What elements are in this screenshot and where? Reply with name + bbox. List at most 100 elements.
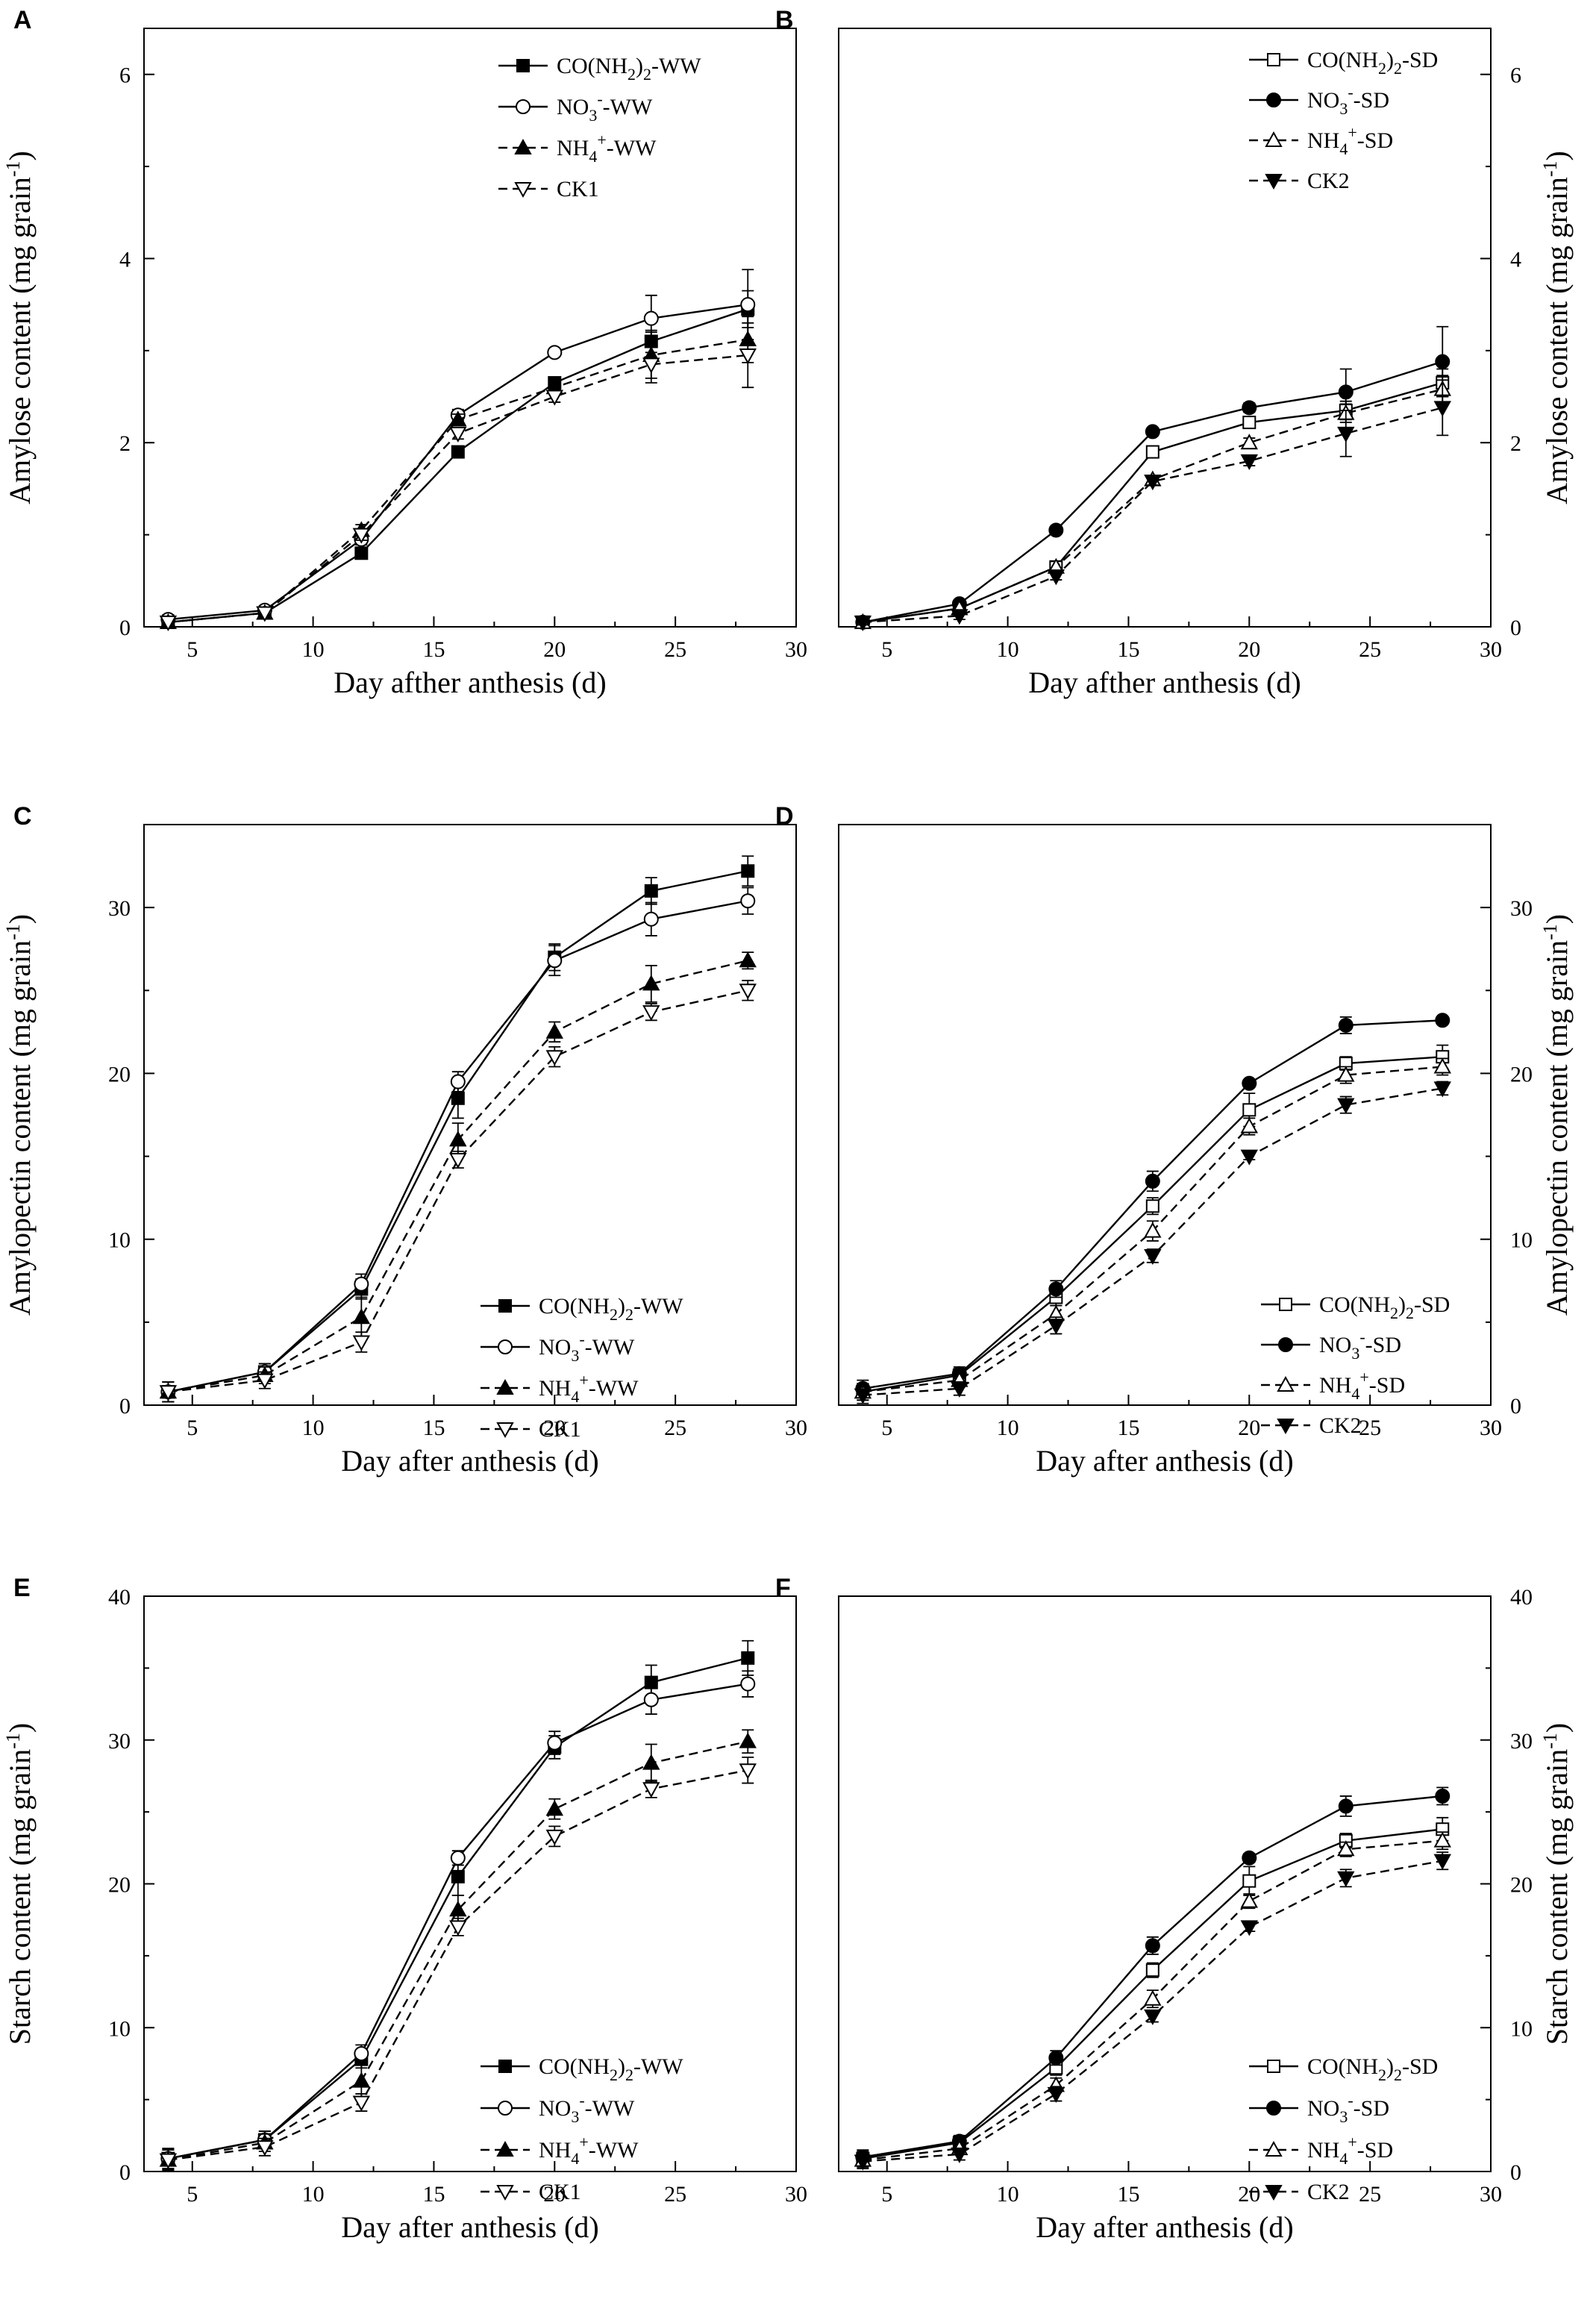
data-point: [1145, 424, 1160, 440]
data-point: [1433, 1057, 1451, 1074]
x-tick-label: 10: [302, 1416, 325, 1440]
data-point: [1240, 1892, 1258, 1908]
plot-frame: [838, 28, 1492, 628]
y-tick-label: 0: [119, 2160, 131, 2185]
data-point: [451, 445, 465, 459]
data-point: [545, 1800, 563, 1816]
panel-label: D: [775, 802, 794, 831]
y-tick-label: 0: [1510, 616, 1521, 640]
data-point: [1242, 416, 1257, 430]
y-axis-title: Amylose content (mg grain-1): [2, 151, 37, 504]
y-tick-label: 30: [108, 896, 131, 921]
legend-marker: [498, 2101, 513, 2116]
legend: CO(NH2)2-SD NO3--SD NH4+-SD CK2: [1249, 48, 1438, 193]
x-tick-label: 20: [1238, 1416, 1260, 1440]
data-point: [642, 357, 660, 374]
data-point: [449, 1153, 467, 1169]
data-point: [1433, 1831, 1451, 1848]
data-point: [1145, 1963, 1160, 1977]
x-tick-label: 5: [881, 1416, 892, 1440]
data-point: [450, 1850, 466, 1866]
y-tick-label: 2: [1510, 431, 1521, 456]
x-axis-title: Day after anthesis (d): [1036, 1444, 1293, 1478]
x-axis-title: Day after anthesis (d): [1036, 2210, 1293, 2244]
panel-label: E: [13, 1574, 31, 1602]
x-tick-label: 5: [187, 1416, 198, 1440]
plot-frame: [143, 824, 797, 1406]
data-point: [354, 1276, 369, 1292]
legend-label: NO3--WW: [557, 90, 653, 125]
data-point: [1048, 522, 1064, 538]
x-tick-label: 15: [1117, 637, 1139, 662]
y-tick-label: 30: [1510, 896, 1533, 921]
legend-marker: [1265, 131, 1283, 147]
x-tick-label: 30: [1480, 1416, 1502, 1440]
data-point: [449, 410, 467, 427]
legend-label: CK2: [1307, 2180, 1350, 2204]
y-axis-title: Amylopectin content (mg grain-1): [2, 914, 37, 1316]
data-point: [1145, 1938, 1160, 1954]
series-3: [854, 375, 1451, 629]
data-point: [1048, 2050, 1064, 2066]
data-point: [739, 1763, 757, 1780]
series-4: [854, 1081, 1451, 1404]
legend: CO(NH2)2-WW NO3--WW NH4+-WW CK1: [481, 1294, 683, 1442]
data-point: [1435, 354, 1451, 369]
data-point: [354, 546, 369, 560]
series-4: [854, 1851, 1451, 2171]
data-point: [352, 1308, 371, 1325]
data-point: [1240, 1149, 1258, 1166]
legend-label: CO(NH2)2-WW: [539, 1294, 683, 1324]
y-tick-label: 20: [1510, 1873, 1533, 1898]
y-tick-label: 2: [119, 431, 131, 456]
x-axis: 5 10 15 20 25 30 Day after anthesis (d): [881, 1395, 1502, 1478]
data-point: [547, 1735, 563, 1751]
legend-label: CK1: [557, 177, 599, 201]
data-point: [643, 1692, 659, 1707]
legend-label: NH4+-SD: [1307, 2133, 1393, 2168]
series-line: [168, 303, 748, 621]
series-line: [168, 354, 748, 624]
y-axis-title: Starch content (mg grain-1): [2, 1723, 37, 2045]
legend-marker: [1266, 2101, 1281, 2116]
series-line: [168, 308, 748, 624]
data-point: [449, 1131, 467, 1147]
x-tick-label: 5: [187, 2182, 198, 2207]
data-point: [451, 1091, 465, 1105]
y-tick-label: 30: [1510, 1729, 1533, 1754]
data-point: [1435, 1788, 1451, 1804]
panel-d: D 5 10 15 20 25 30 Day after anthesis (d) 0 10 20 3…: [775, 802, 1574, 1478]
legend-label: CK1: [539, 2180, 581, 2204]
y-tick-label: 20: [108, 1873, 131, 1898]
x-tick-label: 20: [543, 2182, 566, 2207]
legend-label: NO3--WW: [539, 2091, 635, 2126]
x-tick-label: 5: [187, 637, 198, 662]
data-point: [1433, 1081, 1451, 1098]
data-point: [740, 297, 756, 313]
legend-marker: [516, 59, 530, 72]
panel-a: A 5 10 15 20 25 30 Day afther anthesis (d) 0 2 4 6 A…: [2, 6, 807, 699]
x-tick-label: 25: [664, 1416, 686, 1440]
x-tick-label: 30: [785, 637, 807, 662]
panel-label: A: [13, 6, 32, 34]
x-tick-label: 5: [881, 637, 892, 662]
legend-label: CO(NH2)2-SD: [1307, 2054, 1438, 2084]
data-point: [545, 390, 563, 406]
legend-marker: [1265, 2140, 1283, 2157]
x-tick-label: 25: [1359, 1416, 1381, 1440]
legend-label: CO(NH2)2-WW: [557, 54, 701, 84]
plot-frame: [838, 824, 1492, 1406]
y-tick-label: 6: [119, 63, 131, 88]
data-point: [1337, 426, 1355, 443]
data-point: [159, 2153, 178, 2169]
series-4: [159, 1756, 757, 2171]
data-point: [450, 1074, 466, 1089]
legend-marker: [496, 2185, 514, 2201]
data-point: [547, 953, 563, 969]
legend-label: NO3--SD: [1307, 2091, 1389, 2126]
y-axis: 0 2 4 6 Amylose content (mg grain-1): [1480, 63, 1574, 640]
legend-marker: [1279, 1298, 1292, 1311]
series-3: [854, 1057, 1451, 1401]
legend-label: CO(NH2)2-SD: [1307, 48, 1438, 78]
